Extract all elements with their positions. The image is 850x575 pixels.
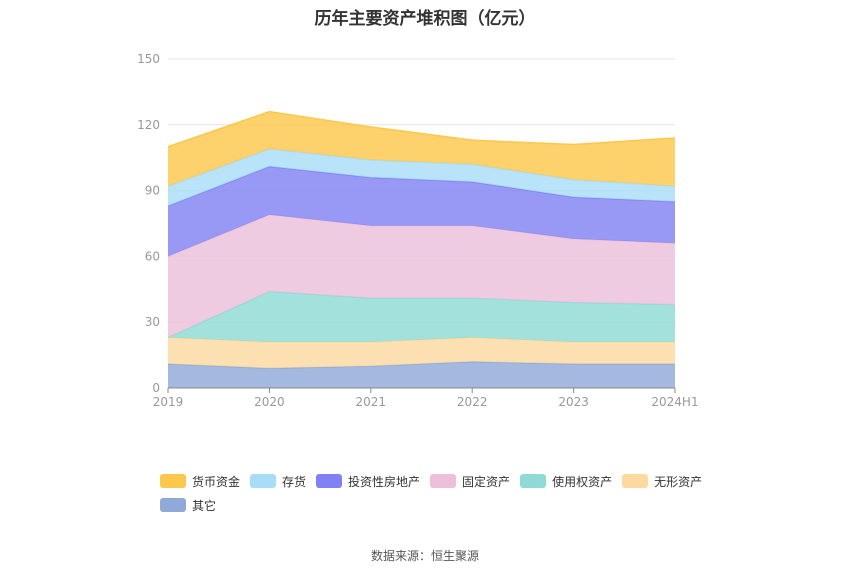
legend-label: 存货 <box>282 474 307 489</box>
legend-item[interactable]: 其它 <box>160 497 216 513</box>
legend-swatch <box>622 474 649 488</box>
legend-item[interactable]: 投资性房地产 <box>316 473 420 489</box>
y-tick-label: 90 <box>145 184 160 198</box>
legend-item[interactable]: 无形资产 <box>622 473 702 489</box>
legend-swatch <box>520 474 547 488</box>
y-tick-label: 30 <box>145 315 160 329</box>
legend-label: 使用权资产 <box>552 474 613 489</box>
legend-label: 无形资产 <box>654 474 703 489</box>
y-tick-label: 0 <box>152 381 160 395</box>
legend-label: 其它 <box>192 498 217 513</box>
legend-swatch <box>250 474 277 488</box>
axes: 0 30 60 90 120 150 2019 2020 2021 2022 2023 2024H1 <box>137 52 699 409</box>
legend-swatch <box>430 474 457 488</box>
legend-item[interactable]: 货币资金 <box>160 473 240 489</box>
legend: 货币资金 存货 投资性房地产 固定资产 使用权资产 无形资产其它 <box>160 473 720 521</box>
legend-label: 投资性房地产 <box>348 474 421 489</box>
area-series <box>167 110 676 388</box>
x-tick-label: 2019 <box>153 395 184 409</box>
area-series-投资性房地产[interactable] <box>168 166 675 257</box>
y-tick-label: 60 <box>145 249 160 263</box>
series-line-货币资金 <box>167 110 676 148</box>
y-tick-label: 120 <box>137 118 160 132</box>
area-series-固定资产[interactable] <box>168 214 675 338</box>
legend-swatch <box>316 474 343 488</box>
area-series-存货[interactable] <box>168 148 675 206</box>
legend-label: 货币资金 <box>192 474 241 489</box>
legend-item[interactable]: 使用权资产 <box>520 473 612 489</box>
source-note: 数据来源：恒生聚源 <box>370 549 479 563</box>
y-tick-label: 150 <box>137 52 160 66</box>
legend-swatch <box>160 498 186 512</box>
legend-item[interactable]: 存货 <box>250 473 306 489</box>
x-tick-label: 2023 <box>558 395 589 409</box>
legend-swatch <box>160 474 186 488</box>
area-series-无形资产[interactable] <box>168 337 675 369</box>
area-series-使用权资产[interactable] <box>168 291 675 342</box>
x-tick-label: 2024H1 <box>651 395 698 409</box>
legend-label: 固定资产 <box>462 474 511 489</box>
legend-item[interactable]: 固定资产 <box>430 473 510 489</box>
chart-title: 历年主要资产堆积图（亿元） <box>314 9 536 29</box>
x-tick-label: 2021 <box>356 395 387 409</box>
area-series-货币资金[interactable] <box>168 111 675 187</box>
x-tick-label: 2020 <box>254 395 285 409</box>
x-tick-label: 2022 <box>457 395 488 409</box>
